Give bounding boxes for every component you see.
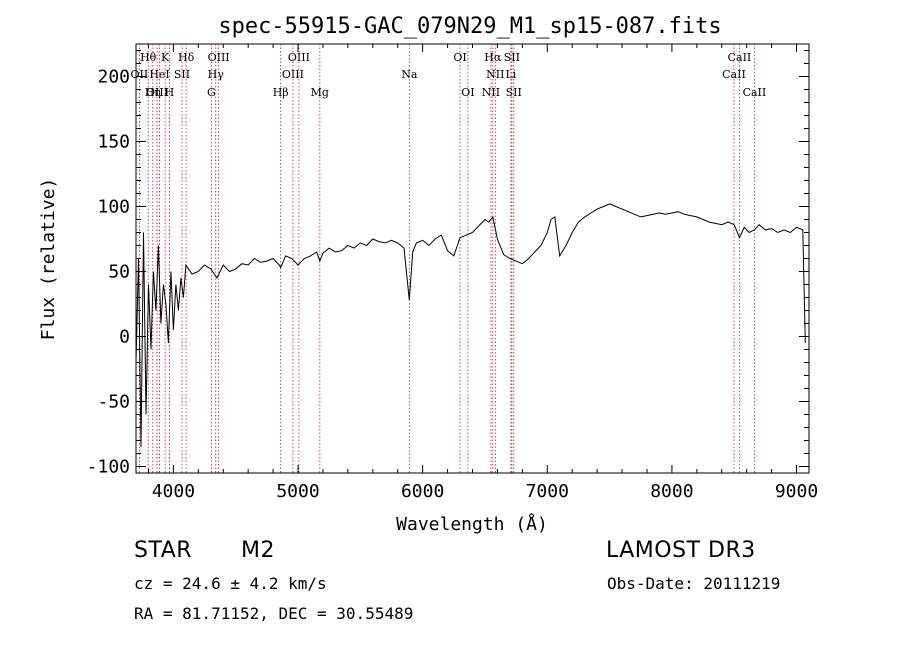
marker-label: Hθ — [140, 51, 157, 64]
y-tick-label: -100 — [87, 457, 130, 478]
y-tick-label: -50 — [97, 392, 130, 413]
marker-label: SII — [506, 86, 522, 99]
marker-label: OIII — [146, 86, 168, 99]
obs-date-text: Obs-Date: 20111219 — [607, 574, 781, 593]
x-tick-label: 8000 — [650, 481, 693, 502]
x-tick-label: 6000 — [401, 481, 444, 502]
marker-label: Hβ — [273, 86, 289, 99]
y-axis: -100 -50 0 50 100 150 200 — [87, 50, 809, 478]
object-class: STAR — [134, 538, 193, 563]
marker-label: OIII — [282, 68, 304, 81]
marker-label: G — [207, 86, 216, 99]
marker-label: CaII — [743, 86, 767, 99]
marker-label: Na — [401, 68, 418, 81]
marker-label: CaII — [722, 68, 746, 81]
marker-label: HeI — [149, 68, 169, 81]
x-axis: 4000 5000 6000 7000 8000 9000 — [147, 44, 818, 502]
x-tick-label: 5000 — [276, 481, 319, 502]
redshift-text: cz = 24.6 ± 4.2 km/s — [134, 574, 327, 593]
survey-name: LAMOST DR3 — [606, 538, 756, 563]
plot-frame — [135, 43, 810, 474]
marker-label: SII — [504, 51, 520, 64]
y-tick-label: 150 — [97, 132, 130, 153]
x-axis-label: Wavelength (Å) — [396, 513, 548, 535]
coordinates-text: RA = 81.71152, DEC = 30.55489 — [134, 604, 414, 623]
marker-label: CaII — [728, 51, 752, 64]
marker-label: OI — [461, 86, 474, 99]
marker-label: Li — [505, 68, 516, 81]
marker-label: Mg — [311, 86, 329, 99]
y-tick-label: 50 — [108, 262, 130, 283]
x-tick-label: 9000 — [775, 481, 818, 502]
line-markers — [138, 44, 755, 473]
object-subclass: M2 — [241, 538, 275, 563]
marker-label: H — [165, 86, 175, 99]
x-tick-label: 7000 — [526, 481, 569, 502]
marker-label: Hα — [484, 51, 502, 64]
marker-label: Hη — [145, 86, 161, 99]
marker-label: NII — [482, 86, 500, 99]
marker-label: SII — [174, 68, 190, 81]
marker-label: Hδ — [178, 51, 195, 64]
chart-title: spec-55915-GAC_079N29_M1_sp15-087.fits — [218, 14, 721, 39]
y-tick-label: 200 — [97, 67, 130, 88]
y-axis-label: Flux (relative) — [38, 178, 59, 341]
spectrum-line — [135, 203, 806, 448]
marker-label: OII — [131, 68, 149, 81]
marker-label: OIII — [288, 51, 310, 64]
marker-label: NII — [486, 68, 504, 81]
marker-label: K — [161, 51, 170, 64]
marker-label: OIII — [208, 51, 230, 64]
x-tick-label: 4000 — [152, 481, 195, 502]
y-tick-label: 100 — [97, 197, 130, 218]
marker-label: OI — [453, 51, 466, 64]
marker-label: Hγ — [208, 68, 225, 81]
y-tick-label: 0 — [119, 327, 130, 348]
